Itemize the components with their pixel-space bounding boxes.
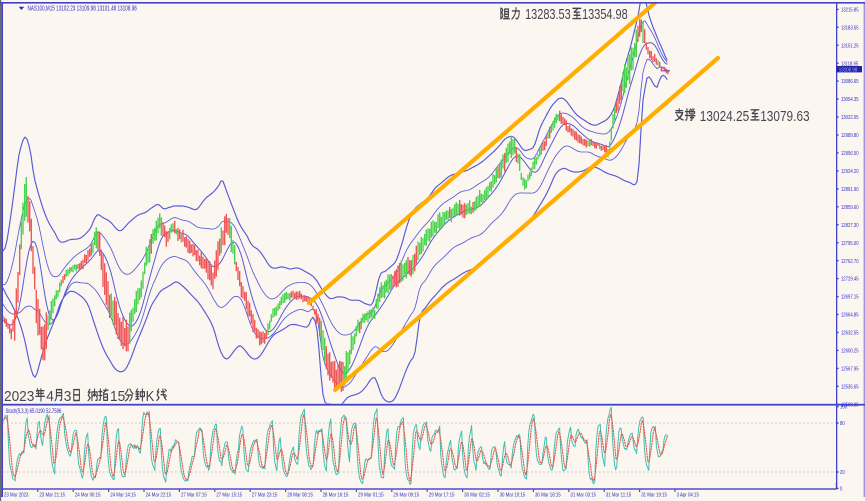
svg-text:0: 0 [840,486,843,493]
svg-text:27 Mar 15:15: 27 Mar 15:15 [216,492,242,499]
svg-text:100: 100 [840,404,847,411]
svg-text:13022.05: 13022.05 [841,115,859,122]
svg-text:27 Mar 23:15: 27 Mar 23:15 [252,492,278,499]
svg-text:12827.30: 12827.30 [841,222,859,229]
svg-text:13079.63: 13079.63 [760,107,809,124]
svg-text:27 Mar 07:15: 27 Mar 07:15 [181,492,207,499]
svg-text:12697.15: 12697.15 [841,294,859,301]
svg-text:3: 3 [64,389,72,406]
svg-text:4: 4 [46,389,54,406]
svg-text:13086.65: 13086.65 [841,79,859,86]
svg-text:24 Mar 22:15: 24 Mar 22:15 [146,492,172,499]
svg-text:28 Mar 16:15: 28 Mar 16:15 [323,492,349,499]
svg-text:13354.98: 13354.98 [582,5,628,22]
svg-text:12762.70: 12762.70 [841,258,859,265]
svg-text:3 Apr 04:15: 3 Apr 04:15 [677,492,699,499]
svg-text:Stoch(5,3,3) 65.0190 52.7596: Stoch(5,3,3) 65.0190 52.7596 [6,408,62,415]
svg-text:30 Mar 02:15: 30 Mar 02:15 [464,492,490,499]
svg-text:12664.85: 12664.85 [841,312,859,319]
svg-text:15: 15 [110,389,125,406]
svg-text:30 Mar 18:15: 30 Mar 18:15 [535,492,561,499]
svg-text:12729.45: 12729.45 [841,276,859,283]
svg-text:23 Mar 21:15: 23 Mar 21:15 [39,492,65,499]
svg-text:12924.20: 12924.20 [841,169,859,176]
svg-text:12956.50: 12956.50 [841,151,859,158]
svg-text:23 Mar 2023: 23 Mar 2023 [4,492,29,499]
svg-text:12535.65: 12535.65 [841,384,859,391]
svg-text:13215.85: 13215.85 [841,7,859,14]
svg-text:13151.25: 13151.25 [841,43,859,50]
svg-text:12600.25: 12600.25 [841,348,859,355]
svg-text:13054.35: 13054.35 [841,97,859,104]
svg-text:NAS100,M15 13102.23 13109.98: NAS100,M15 13102.23 13109.98 13101.48 13… [28,6,138,13]
svg-text:20: 20 [840,470,845,477]
svg-text:12891.90: 12891.90 [841,186,859,193]
svg-text:13024.25: 13024.25 [700,107,749,124]
svg-text:30 Mar 10:15: 30 Mar 10:15 [500,492,526,499]
svg-text:12632.55: 12632.55 [841,330,859,337]
svg-text:29 Mar 17:15: 29 Mar 17:15 [429,492,455,499]
svg-text:29 Mar 01:15: 29 Mar 01:15 [358,492,384,499]
svg-text:12989.80: 12989.80 [841,133,859,140]
svg-text:12859.60: 12859.60 [841,204,859,211]
svg-text:13118.95: 13118.95 [841,61,859,68]
svg-text:12567.95: 12567.95 [841,366,859,373]
svg-text:12503.35: 12503.35 [841,402,859,409]
svg-text:2023: 2023 [4,389,34,406]
svg-text:80: 80 [840,421,845,428]
svg-text:24 Mar 14:15: 24 Mar 14:15 [110,492,136,499]
svg-text:13183.55: 13183.55 [841,25,859,32]
svg-text:13108.98: 13108.98 [839,67,858,74]
svg-text:31 Mar 03:15: 31 Mar 03:15 [570,492,596,499]
svg-text:12795.00: 12795.00 [841,240,859,247]
svg-text:24 Mar 06:15: 24 Mar 06:15 [75,492,101,499]
svg-text:31 Mar 11:15: 31 Mar 11:15 [606,492,632,499]
svg-text:29 Mar 09:15: 29 Mar 09:15 [393,492,419,499]
svg-text:31 Mar 19:15: 31 Mar 19:15 [641,492,667,499]
svg-text:13283.53: 13283.53 [525,5,571,22]
svg-text:28 Mar 08:15: 28 Mar 08:15 [287,492,313,499]
svg-text:K: K [146,388,155,405]
